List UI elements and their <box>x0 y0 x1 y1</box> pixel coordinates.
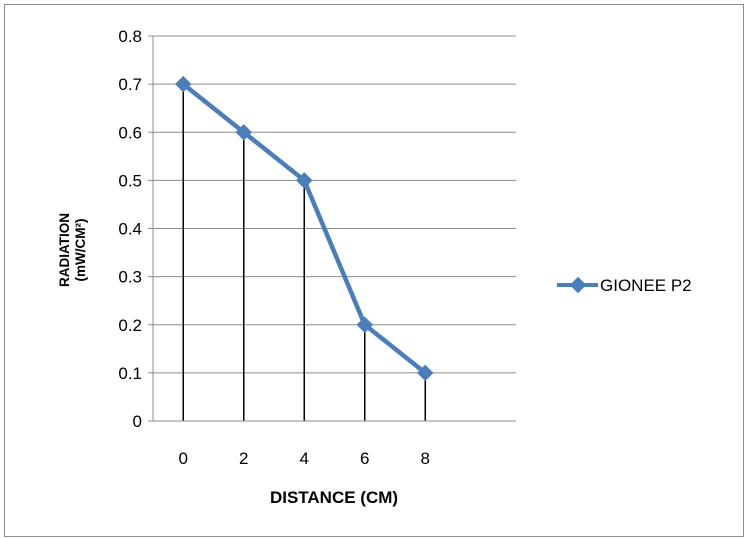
data-point-marker <box>175 75 192 93</box>
y-tick-label: 0.7 <box>118 75 142 94</box>
y-axis-title-line-2: (mW/CM²) <box>73 219 88 282</box>
x-tick-label: 2 <box>239 449 248 468</box>
y-tick-label: 0.4 <box>118 220 142 239</box>
data-point-marker <box>356 316 373 333</box>
data-point-marker <box>296 172 313 189</box>
drop-lines <box>182 84 426 421</box>
y-tick-label: 0.3 <box>118 268 142 287</box>
x-tick-label: 8 <box>421 449 430 468</box>
chart-frame <box>4 4 744 537</box>
data-point-marker <box>235 124 252 141</box>
legend-label: GIONEE P2 <box>600 276 692 295</box>
data-point-marker <box>417 364 434 382</box>
series-layer <box>175 75 434 382</box>
y-tick-labels: 0 0.1 0.2 0.3 0.4 0.5 0.6 0.7 0.8 <box>118 27 142 431</box>
y-tick-label: 0 <box>133 412 142 431</box>
x-tick-labels: 0 2 4 6 8 <box>179 449 430 468</box>
y-tick-label: 0.6 <box>118 123 142 142</box>
x-tick-label: 0 <box>179 449 188 468</box>
y-tick-label: 0.1 <box>118 364 142 383</box>
y-axis-title-line-1: RADIATION <box>57 213 72 287</box>
legend: GIONEE P2 <box>557 276 692 295</box>
x-tick-label: 4 <box>300 449 309 468</box>
y-tick-label: 0.5 <box>118 171 142 190</box>
x-axis-title: DISTANCE (CM) <box>270 488 398 507</box>
axes <box>152 36 516 422</box>
legend-marker <box>569 276 587 294</box>
x-tick-label: 6 <box>360 449 369 468</box>
y-tick-label: 0.8 <box>118 27 142 46</box>
y-tick-label: 0.2 <box>118 316 142 335</box>
gridlines <box>148 35 516 422</box>
